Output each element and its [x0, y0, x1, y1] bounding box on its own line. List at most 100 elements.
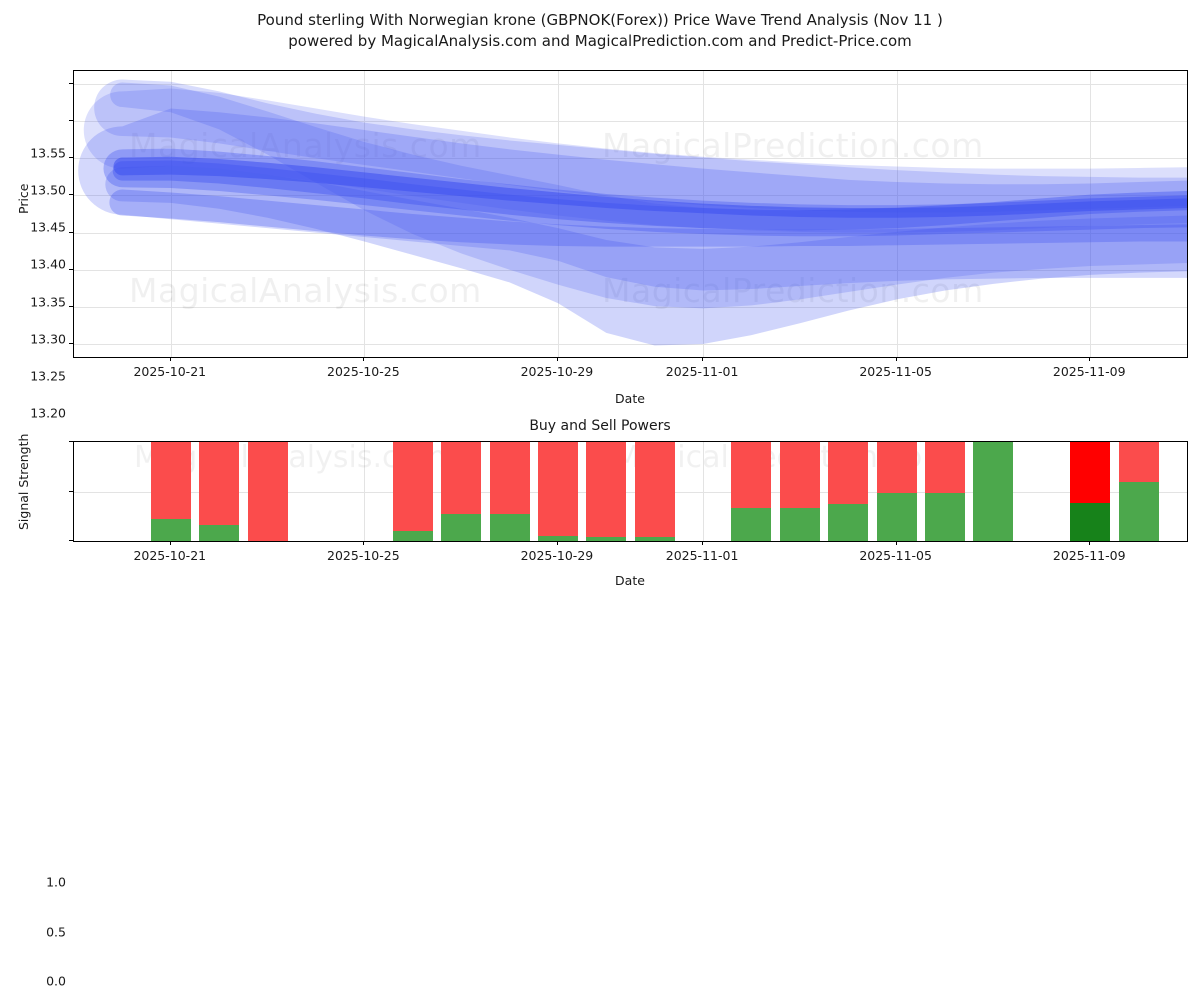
gridline-horizontal — [74, 121, 1187, 123]
signal-bar[interactable] — [537, 442, 578, 541]
x-tick-mark — [363, 541, 365, 545]
x-tick-label: 2025-11-09 — [1052, 364, 1126, 379]
sell-power-segment — [731, 442, 772, 509]
buy-power-segment — [586, 537, 627, 541]
y-tick-label: 0.0 — [46, 973, 66, 989]
price-wave-chart-plot-area: MagicalAnalysis.com MagicalPrediction.co… — [73, 70, 1188, 358]
signal-bar[interactable] — [1118, 442, 1159, 541]
buy-power-segment — [150, 519, 191, 541]
signal-bar[interactable] — [779, 442, 820, 541]
gridline-vertical — [1090, 71, 1092, 357]
gridline-vertical — [170, 71, 172, 357]
y-tick-mark — [69, 441, 73, 442]
signal-bar[interactable] — [586, 442, 627, 541]
buy-power-segment — [973, 442, 1014, 541]
sell-power-segment — [925, 442, 966, 493]
x-tick-mark — [556, 357, 558, 361]
y-tick-label: 13.45 — [30, 219, 66, 235]
signal-bar[interactable] — [876, 442, 917, 541]
y-tick-mark — [69, 305, 73, 307]
gridline-horizontal — [74, 195, 1187, 197]
sell-power-segment — [876, 442, 917, 493]
signal-bar[interactable] — [925, 442, 966, 541]
y-tick-label: 13.35 — [30, 294, 66, 310]
x-tick-mark — [895, 357, 897, 361]
signal-bar[interactable] — [828, 442, 869, 541]
y-tick-mark — [69, 343, 73, 344]
buy-power-segment — [441, 514, 482, 541]
gridline-horizontal — [74, 158, 1187, 160]
x-tick-label: 2025-10-29 — [520, 548, 594, 563]
sell-power-segment — [1118, 442, 1159, 482]
signal-bar[interactable] — [247, 442, 288, 541]
wave-band-steep-descent-band — [110, 82, 1187, 309]
sell-power-segment — [634, 442, 675, 538]
y-tick-mark — [69, 83, 73, 84]
signal-bar[interactable] — [973, 442, 1014, 541]
sell-power-segment — [441, 442, 482, 515]
gridline-horizontal — [74, 306, 1187, 308]
wave-band-mid-band — [103, 148, 1187, 237]
y-tick-label: 13.30 — [30, 331, 66, 347]
buy-power-segment — [828, 504, 869, 541]
wave-band-dip-band — [105, 165, 1187, 346]
signal-y-axis-ticks: 0.0 0.5 1.0 — [0, 441, 66, 989]
gridline-vertical — [364, 442, 366, 541]
signal-chart-title: Buy and Sell Powers — [529, 418, 671, 434]
signal-bar[interactable] — [489, 442, 530, 541]
wave-band-late-rise-band — [112, 160, 1187, 231]
x-tick-label: 2025-10-29 — [520, 364, 594, 379]
buy-power-segment — [1070, 503, 1111, 541]
gridline-vertical — [557, 71, 559, 357]
y-tick-label: 13.55 — [30, 145, 66, 161]
chart-title: Pound sterling With Norwegian krone (GBP… — [257, 11, 943, 29]
price-wave-bands — [78, 79, 1187, 346]
y-tick-mark — [69, 120, 73, 122]
x-tick-label: 2025-11-05 — [859, 548, 932, 563]
x-tick-label: 2025-10-25 — [327, 548, 400, 563]
gridline-vertical — [364, 71, 366, 357]
sell-power-segment — [1070, 442, 1111, 504]
x-tick-mark — [702, 357, 704, 361]
x-tick-mark — [702, 541, 704, 545]
wave-band-lower-flat-band — [109, 189, 1187, 247]
gridline-vertical — [703, 71, 705, 357]
wave-band-core-dark-band — [113, 156, 1187, 218]
buy-power-segment — [489, 514, 530, 541]
signal-bar[interactable] — [441, 442, 482, 541]
sell-power-segment — [586, 442, 627, 538]
y-tick-label: 1.0 — [46, 874, 66, 890]
x-tick-label: 2025-11-01 — [665, 364, 739, 379]
buy-power-segment — [634, 537, 675, 541]
buy-power-segment — [779, 508, 820, 541]
y-tick-label: 0.5 — [46, 924, 66, 939]
buy-power-segment — [199, 525, 240, 541]
signal-bar[interactable] — [731, 442, 772, 541]
buy-power-segment — [537, 536, 578, 541]
signal-bar[interactable] — [199, 442, 240, 541]
price-y-axis-ticks: 13.20 13.25 13.30 13.35 13.40 13.45 13.50 13.55 — [0, 70, 66, 421]
chart-figure: Pound sterling With Norwegian krone (GBP… — [0, 11, 1188, 989]
y-tick-mark — [69, 268, 73, 270]
gridline-horizontal — [74, 232, 1187, 234]
gridline-horizontal — [74, 344, 1187, 345]
signal-x-axis-label: Date — [615, 573, 645, 588]
x-tick-mark — [895, 541, 897, 545]
sell-power-segment — [247, 442, 288, 541]
signal-bar[interactable] — [150, 442, 191, 541]
x-tick-label: 2025-10-21 — [133, 548, 207, 563]
signal-bar[interactable] — [634, 442, 675, 541]
price-x-axis-label: Date — [615, 391, 645, 406]
signal-bar[interactable] — [392, 442, 433, 541]
gridline-horizontal — [74, 491, 1187, 493]
x-tick-mark — [363, 357, 365, 361]
gridline-vertical — [703, 442, 705, 541]
x-tick-mark — [169, 541, 171, 545]
y-tick-mark — [69, 540, 73, 541]
y-tick-mark — [69, 231, 73, 233]
y-tick-label: 13.25 — [30, 368, 66, 384]
signal-bar[interactable] — [1070, 442, 1111, 541]
x-tick-label: 2025-11-09 — [1052, 548, 1126, 563]
buy-power-segment — [392, 531, 433, 541]
y-tick-mark — [69, 490, 73, 492]
